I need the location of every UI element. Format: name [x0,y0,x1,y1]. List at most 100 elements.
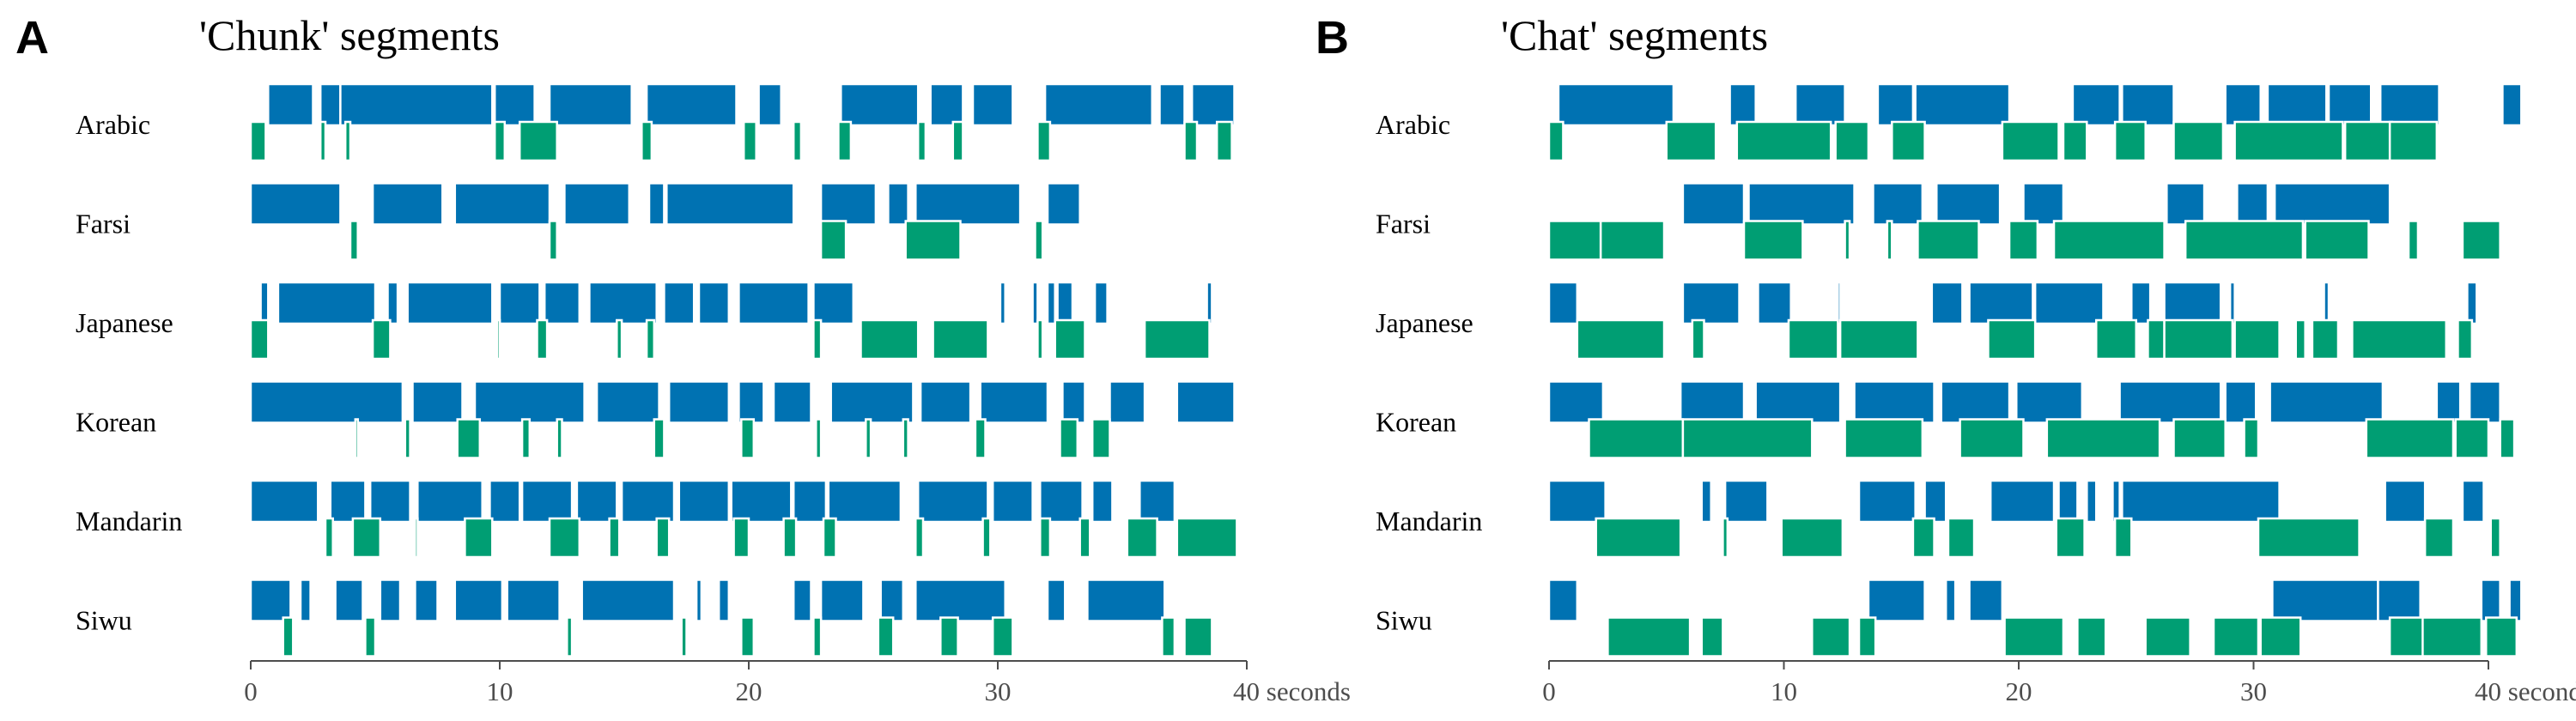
segment-speaker-a [1681,182,1746,226]
row-mandarin: Mandarin [76,479,1238,559]
segment-speaker-b [2407,220,2420,261]
segment-speaker-b [1857,616,1877,657]
segment-speaker-b [1917,220,1980,261]
segment-speaker-b [1947,517,1976,559]
segment-speaker-b [1811,616,1851,657]
segment-speaker-b [812,318,823,360]
segment-speaker-a [792,579,812,622]
segment-speaker-b [653,418,665,459]
segment-speaker-a [1989,479,2056,524]
segment-speaker-b [536,318,549,360]
segment-speaker-a [979,380,1049,424]
row-siwu: Siwu [1376,579,2523,657]
x-tick-label: 30 [985,676,1012,706]
segment-speaker-b [860,318,920,360]
segment-speaker-b [1681,418,1814,459]
segment-speaker-a [840,82,920,127]
segment-speaker-a [1728,82,1757,127]
segment-speaker-b [932,318,989,360]
segment-speaker-b [1161,616,1176,657]
segment-speaker-b [782,517,798,559]
segment-speaker-b [495,318,501,360]
segment-speaker-b [1039,517,1052,559]
segment-speaker-b [1176,517,1238,559]
segment-speaker-a [677,479,731,524]
segment-speaker-a [1679,380,1746,424]
segment-speaker-b [2489,517,2501,559]
segment-speaker-a [520,479,574,524]
segment-speaker-b [1054,318,1086,360]
segment-speaker-b [616,318,623,360]
row-label: Japanese [76,307,173,338]
segment-speaker-a [1043,82,1154,127]
segment-speaker-b [349,220,359,261]
segment-speaker-a [1093,281,1109,325]
segment-speaker-a [1944,579,1957,622]
segment-speaker-a [299,579,312,622]
segment-speaker-a [580,579,676,622]
segment-speaker-a [819,182,878,226]
segment-speaker-b [2113,517,2133,559]
segment-speaker-b [914,517,925,559]
segment-speaker-b [608,517,621,559]
segment-speaker-b [2499,418,2516,459]
segment-speaker-b [1036,318,1044,360]
segment-speaker-a [1139,479,1176,524]
segment-speaker-a [1872,182,1924,226]
segment-speaker-a [2273,182,2391,226]
segment-speaker-b [2365,418,2455,459]
segment-speaker-b [1215,120,1233,162]
panel-title: 'Chunk' segments [199,11,500,59]
segment-speaker-b [518,120,558,162]
x-tick-label: 20 [2006,676,2032,706]
segment-speaker-b [2172,418,2227,459]
segment-speaker-a [2130,281,2152,325]
segment-speaker-a [1547,281,1579,325]
segment-speaker-b [556,418,563,459]
segment-speaker-a [738,380,765,424]
segment-speaker-b [2304,220,2370,261]
segment-speaker-b [1595,517,1682,559]
segment-speaker-a [929,82,964,127]
segment-speaker-b [1143,318,1211,360]
segment-speaker-b [456,418,482,459]
segment-speaker-b [1987,318,2037,360]
segment-speaker-a [887,182,909,226]
segment-speaker-b [343,120,352,162]
segment-speaker-b [566,616,574,657]
segment-speaker-a [2022,182,2065,226]
row-label: Korean [1376,407,1456,438]
segment-speaker-a [276,281,377,325]
segment-speaker-a [249,579,292,622]
segment-speaker-a [543,281,581,325]
segment-speaker-a [1039,479,1084,524]
segment-speaker-b [2343,120,2394,162]
segment-speaker-b [2457,318,2474,360]
segment-speaker-a [1754,380,1842,424]
segment-speaker-b [2062,120,2088,162]
segment-speaker-a [2508,579,2523,622]
segment-speaker-a [2461,479,2485,524]
segment-speaker-b [2212,616,2260,657]
panel-b: B 'Chat' segments Arabic Farsi Japanese Korea… [1315,11,2576,706]
segment-speaker-a [493,82,536,127]
segment-speaker-b [916,120,927,162]
segment-speaker-a [2015,380,2084,424]
segment-speaker-b [1844,418,1924,459]
segment-speaker-a [1876,82,1915,127]
segment-speaker-a [1747,182,1856,226]
segment-speaker-b [282,616,295,657]
segment-speaker-a [757,82,782,127]
row-korean: Korean [76,380,1236,459]
segment-speaker-b [1911,517,1935,559]
x-tick-label: 0 [244,676,258,706]
row-label: Farsi [76,209,131,239]
row-farsi: Farsi [1376,182,2501,261]
x-tick-label: 0 [1542,676,1556,706]
segment-speaker-a [819,579,865,622]
x-tick-label: 40 seconds [2475,676,2576,706]
segment-speaker-b [2461,220,2501,261]
segment-speaker-a [498,281,541,325]
segment-speaker-b [2001,120,2060,162]
segment-speaker-b [548,517,581,559]
